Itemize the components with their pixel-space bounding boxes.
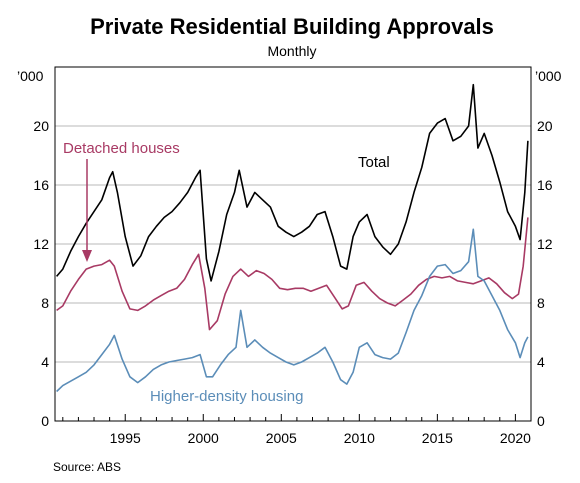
annotation-detached-houses: Detached houses [63, 140, 180, 157]
y-tick-label-right: 0 [537, 413, 545, 429]
annotation-total: Total [358, 154, 390, 171]
gridlines [55, 125, 531, 363]
y-axis-left-ticks: 0 4 8 12 16 20 [33, 118, 49, 429]
x-tick-label: 1995 [110, 430, 141, 446]
y-tick-label-right: 4 [537, 354, 545, 370]
x-tick-label: 2015 [422, 430, 453, 446]
y-tick-label-left: 4 [41, 354, 49, 370]
chart-title: Private Residential Building Approvals [90, 14, 494, 39]
source-note: Source: ABS [53, 460, 121, 474]
series-layer [55, 83, 529, 393]
y-tick-label-left: 12 [33, 236, 49, 252]
y-tick-label-right: 12 [537, 236, 553, 252]
y-axis-right-ticks: 0 4 8 12 16 20 [537, 118, 553, 429]
unit-label-left: ’000 [17, 68, 44, 84]
y-tick-label-left: 0 [41, 413, 49, 429]
x-tick-label: 2000 [188, 430, 219, 446]
annotation-higher-density-housing: Higher-density housing [150, 388, 303, 405]
series-line-total [55, 83, 529, 282]
series-line-higher-density-housing [56, 228, 529, 393]
x-tick-label: 2005 [266, 430, 297, 446]
y-tick-label-left: 20 [33, 118, 49, 134]
x-axis-ticks: 1995 2000 2005 2010 2015 2020 [62, 414, 532, 446]
x-tick-label: 2020 [500, 430, 531, 446]
unit-label-right: ’000 [535, 68, 562, 84]
chart-subtitle: Monthly [267, 43, 316, 59]
annotation-detached-arrow-head [82, 250, 92, 262]
y-tick-label-right: 8 [537, 295, 545, 311]
y-tick-label-left: 8 [41, 295, 49, 311]
y-tick-label-right: 20 [537, 118, 553, 134]
x-tick-label: 2010 [344, 430, 375, 446]
y-tick-label-right: 16 [537, 177, 553, 193]
series-line-detached-houses [56, 217, 529, 331]
y-tick-label-left: 16 [33, 177, 49, 193]
plot-frame [54, 66, 532, 422]
